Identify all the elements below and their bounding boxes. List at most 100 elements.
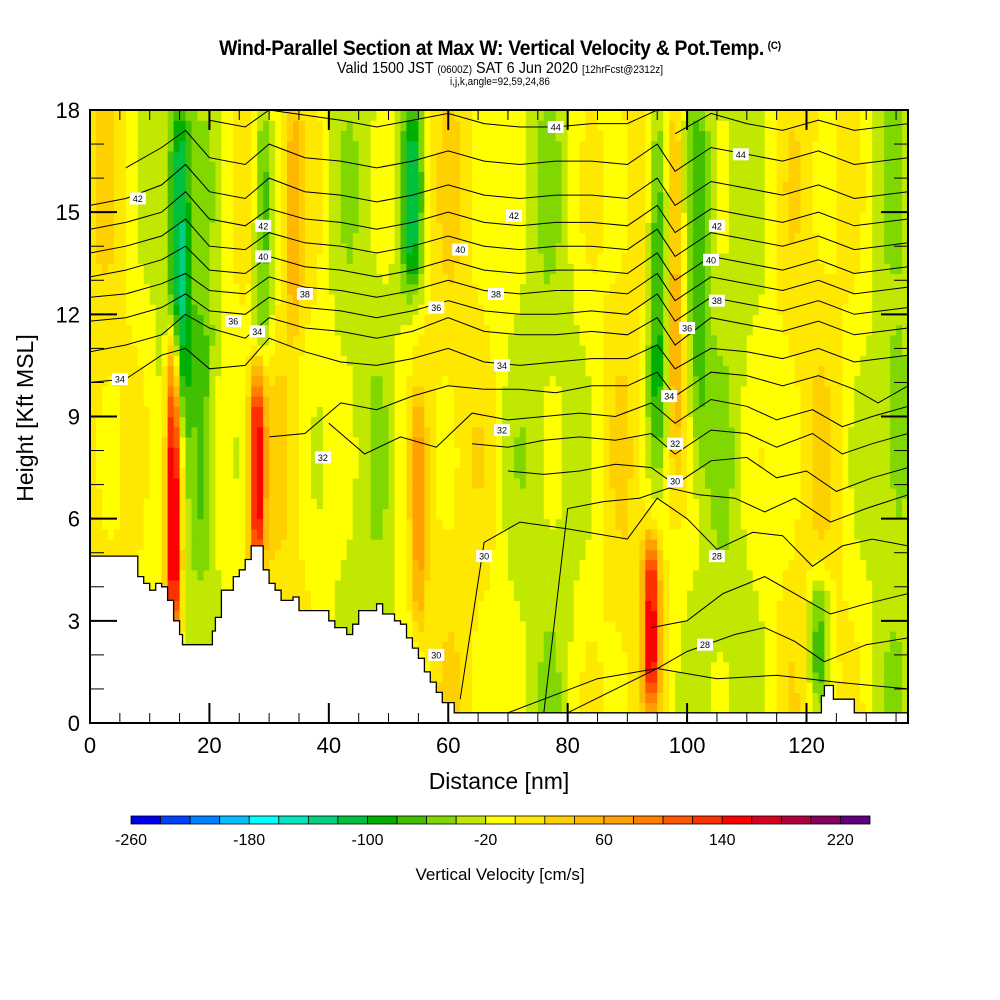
field-cell — [203, 150, 211, 162]
field-cell — [239, 120, 246, 132]
field-cell — [215, 528, 222, 540]
field-cell — [543, 518, 551, 530]
field-cell — [573, 263, 581, 275]
field-cell — [513, 477, 521, 489]
field-cell — [316, 385, 324, 397]
field-cell — [418, 406, 425, 418]
field-cell — [442, 365, 449, 377]
field-cell — [119, 528, 127, 540]
field-cell — [561, 324, 569, 336]
field-cell — [406, 242, 414, 254]
field-cell — [454, 406, 461, 418]
field-cell — [298, 140, 306, 152]
field-cell — [400, 426, 408, 438]
field-cell — [472, 324, 479, 336]
field-cell — [370, 579, 378, 591]
field-cell — [496, 242, 503, 254]
field-cell — [143, 253, 151, 264]
field-cell — [561, 263, 569, 275]
field-cell — [143, 140, 151, 152]
field-cell — [137, 477, 145, 489]
field-cell — [161, 508, 169, 520]
field-cell — [143, 161, 151, 172]
field-cell — [167, 406, 175, 418]
field-cell — [376, 130, 384, 142]
field-cell — [233, 130, 240, 142]
field-cell — [293, 222, 300, 234]
field-cell — [334, 344, 342, 356]
field-cell — [531, 283, 539, 295]
field-cell — [340, 457, 348, 469]
field-cell — [185, 406, 193, 418]
field-cell — [382, 436, 390, 448]
field-cell — [281, 283, 288, 295]
field-cell — [113, 263, 121, 275]
field-cell — [328, 110, 336, 121]
field-cell — [519, 212, 527, 223]
field-cell — [119, 181, 127, 193]
field-cell — [161, 396, 169, 407]
field-cell — [95, 488, 103, 499]
field-cell — [203, 569, 211, 581]
field-cell — [472, 651, 479, 663]
field-cell — [173, 232, 181, 244]
field-cell — [304, 263, 312, 275]
field-cell — [525, 436, 533, 448]
valid-utc: (0600Z) — [437, 64, 473, 76]
field-cell — [209, 528, 216, 540]
field-cell — [137, 314, 145, 326]
field-cell — [257, 304, 264, 315]
field-cell — [484, 222, 491, 234]
field-cell — [370, 140, 378, 152]
field-cell — [173, 130, 181, 142]
field-cell — [579, 488, 587, 499]
field-cell — [466, 334, 473, 346]
field-cell — [490, 222, 497, 234]
field-cell — [137, 161, 145, 172]
field-cell — [298, 375, 306, 387]
field-cell — [269, 488, 276, 499]
field-cell — [352, 396, 360, 407]
field-cell — [346, 436, 354, 448]
field-cell — [490, 661, 497, 673]
field-cell — [567, 212, 575, 223]
field-cell — [119, 467, 127, 479]
field-cell — [197, 171, 205, 183]
field-cell — [161, 528, 169, 540]
field-cell — [101, 436, 109, 448]
field-cell — [227, 375, 234, 387]
field-cell — [579, 641, 587, 653]
field-cell — [119, 242, 127, 254]
field-cell — [304, 191, 312, 203]
field-cell — [513, 222, 521, 234]
field-cell — [496, 344, 503, 356]
field-cell — [90, 110, 97, 121]
field-cell — [364, 181, 372, 193]
field-cell — [191, 488, 199, 499]
field-cell — [143, 528, 151, 540]
field-cell — [287, 334, 294, 346]
field-cell — [95, 365, 103, 377]
field-cell — [484, 498, 491, 510]
field-cell — [478, 539, 485, 550]
field-cell — [519, 161, 527, 172]
field-cell — [442, 161, 449, 172]
field-cell — [304, 344, 312, 356]
field-cell — [221, 150, 228, 162]
field-cell — [322, 140, 330, 152]
field-cell — [197, 488, 205, 499]
field-cell — [436, 610, 443, 622]
field-cell — [287, 171, 294, 183]
field-cell — [460, 477, 467, 489]
field-cell — [179, 293, 187, 305]
field-cell — [155, 396, 163, 407]
field-cell — [137, 150, 145, 162]
field-cell — [287, 324, 294, 336]
field-cell — [525, 375, 533, 387]
field-cell — [490, 120, 497, 132]
field-cell — [358, 375, 366, 387]
field-cell — [209, 150, 216, 162]
field-cell — [364, 355, 372, 367]
field-cell — [143, 201, 151, 213]
field-cell — [131, 130, 139, 142]
